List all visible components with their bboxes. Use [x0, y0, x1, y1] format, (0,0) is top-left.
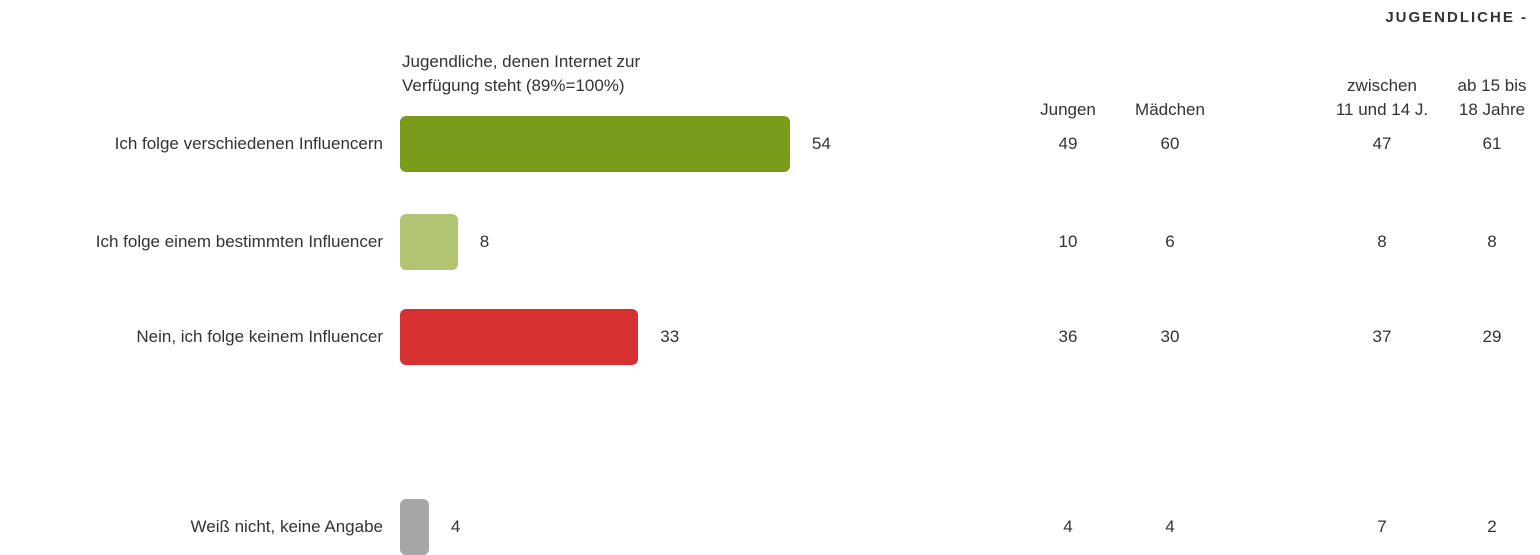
column-header: zwischen 11 und 14 J.	[1335, 76, 1429, 119]
table-cell: 29	[1482, 327, 1502, 346]
bar	[400, 309, 639, 365]
value-label: 33	[660, 327, 680, 346]
bar	[400, 116, 790, 172]
category-label: Ich folge einem bestimmten Influencer	[95, 232, 383, 251]
column-header: ab 15 bis 18 Jahre	[1457, 76, 1527, 119]
value-label: 54	[811, 134, 831, 153]
table-header: JUGENDLICHE -	[1385, 9, 1528, 26]
table-cell: 61	[1482, 134, 1502, 153]
table-cell: 7	[1377, 517, 1387, 536]
table-cell: 6	[1165, 232, 1175, 251]
table-cell: 37	[1372, 327, 1392, 346]
table-cell: 4	[1165, 517, 1175, 536]
value-label: 4	[450, 517, 461, 536]
table-cell: 60	[1160, 134, 1180, 153]
table-cell: 36	[1058, 327, 1078, 346]
column-header: Mädchen	[1135, 100, 1205, 119]
table-cell: 8	[1487, 232, 1497, 251]
category-label: Nein, ich folge keinem Influencer	[136, 327, 383, 346]
table-cell: 49	[1058, 134, 1078, 153]
value-label: 8	[479, 232, 490, 251]
table-cell: 10	[1058, 232, 1078, 251]
bar	[400, 499, 429, 555]
bar	[400, 214, 458, 270]
table-cell: 4	[1063, 517, 1073, 536]
table-cell: 30	[1160, 327, 1180, 346]
table-cell: 47	[1372, 134, 1392, 153]
category-label: Weiß nicht, keine Angabe	[190, 517, 383, 536]
column-header: Jungen	[1040, 100, 1096, 119]
table-cell: 8	[1377, 232, 1387, 251]
category-label: Ich folge verschiedenen Influencern	[114, 134, 383, 153]
table-cell: 2	[1487, 517, 1497, 536]
chart-title: Jugendliche, denen Internet zur Verfügun…	[402, 52, 641, 95]
